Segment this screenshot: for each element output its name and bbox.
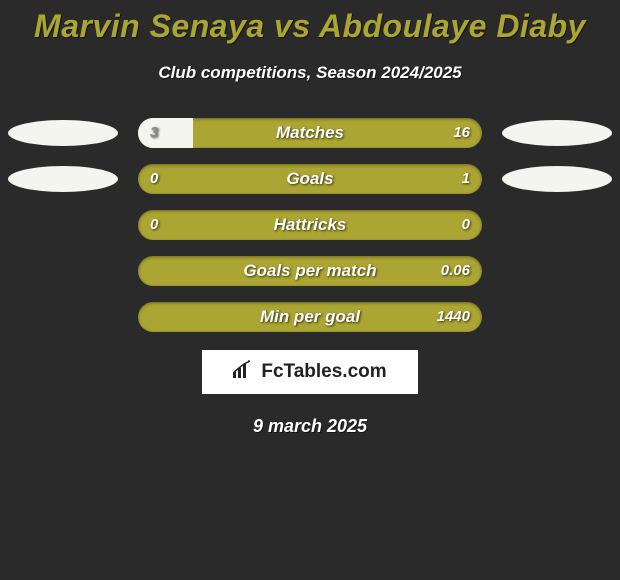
logo-box: FcTables.com xyxy=(202,350,418,394)
stat-bar: Hattricks0 0 xyxy=(138,210,482,240)
stat-label: Min per goal xyxy=(138,302,482,332)
comparison-row: Matches3 16 xyxy=(0,118,620,148)
comparison-row: Goals per match0.06 xyxy=(0,256,620,286)
stat-label: Goals xyxy=(138,164,482,194)
page-subtitle: Club competitions, Season 2024/2025 xyxy=(0,63,620,83)
player-ellipse-right xyxy=(502,120,612,146)
stat-value-right: 1 xyxy=(462,164,470,194)
stat-label: Goals per match xyxy=(138,256,482,286)
page-title: Marvin Senaya vs Abdoulaye Diaby xyxy=(0,0,620,45)
player-ellipse-left xyxy=(8,120,118,146)
stat-value-left: 3 xyxy=(150,118,158,148)
logo-text: FcTables.com xyxy=(261,361,386,383)
date-label: 9 march 2025 xyxy=(0,416,620,437)
stat-label: Hattricks xyxy=(138,210,482,240)
player-ellipse-left xyxy=(8,166,118,192)
comparison-rows: Matches316Goals01Hattricks00Goals per ma… xyxy=(0,118,620,332)
stat-bar: Goals0 1 xyxy=(138,164,482,194)
player-ellipse-right xyxy=(502,166,612,192)
stat-bar: Goals per match0.06 xyxy=(138,256,482,286)
stat-value-right: 0 xyxy=(462,210,470,240)
stat-value-right: 16 xyxy=(453,118,470,148)
stat-bar: Min per goal1440 xyxy=(138,302,482,332)
comparison-row: Hattricks0 0 xyxy=(0,210,620,240)
stat-value-left: 0 xyxy=(150,164,158,194)
stat-value-left: 0 xyxy=(150,210,158,240)
comparison-row: Goals0 1 xyxy=(0,164,620,194)
chart-icon xyxy=(233,360,255,384)
stat-value-right: 1440 xyxy=(437,302,470,332)
stat-bar: Matches3 16 xyxy=(138,118,482,148)
stat-label: Matches xyxy=(138,118,482,148)
stat-value-right: 0.06 xyxy=(441,256,470,286)
logo: FcTables.com xyxy=(233,360,386,384)
comparison-row: Min per goal1440 xyxy=(0,302,620,332)
